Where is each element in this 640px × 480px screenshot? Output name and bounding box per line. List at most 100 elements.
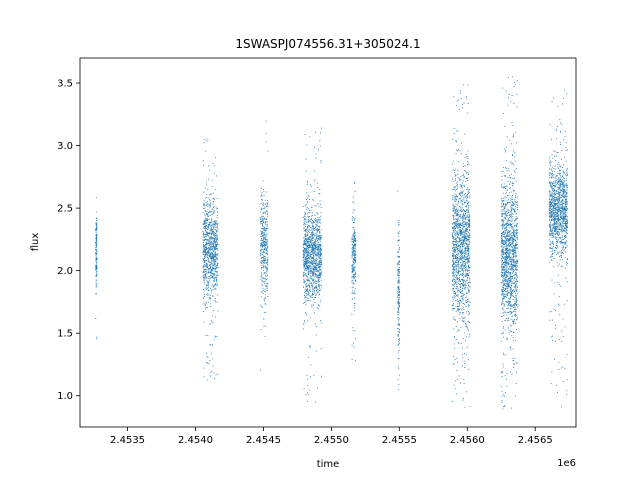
data-point xyxy=(202,257,204,259)
data-point xyxy=(456,243,457,245)
data-point xyxy=(464,256,466,258)
data-point xyxy=(462,252,463,254)
data-point xyxy=(466,196,468,198)
data-point xyxy=(313,219,315,220)
data-point xyxy=(512,360,514,362)
data-point xyxy=(304,218,306,220)
data-point xyxy=(466,237,467,239)
data-point xyxy=(453,244,455,246)
data-point xyxy=(95,271,97,273)
data-point xyxy=(310,364,312,366)
data-point xyxy=(454,208,456,210)
data-point xyxy=(397,280,399,282)
data-point xyxy=(316,270,318,272)
data-point xyxy=(216,241,218,243)
data-point xyxy=(504,405,506,406)
data-point xyxy=(205,306,207,308)
data-point xyxy=(260,276,262,278)
data-point xyxy=(317,292,319,293)
data-point xyxy=(467,240,469,242)
data-point xyxy=(456,226,458,228)
data-point xyxy=(307,252,309,254)
data-point xyxy=(320,236,322,238)
data-point xyxy=(398,320,399,322)
data-point xyxy=(505,167,507,169)
data-point xyxy=(509,241,511,243)
data-point xyxy=(314,272,316,274)
data-point xyxy=(308,211,310,213)
data-point xyxy=(95,254,97,256)
data-point xyxy=(214,235,216,237)
data-point xyxy=(459,215,461,217)
data-point xyxy=(308,217,310,219)
data-point xyxy=(515,230,517,231)
data-point xyxy=(264,260,266,262)
data-point xyxy=(203,259,205,261)
data-point xyxy=(464,406,466,408)
data-point xyxy=(263,236,265,238)
data-point xyxy=(203,302,205,304)
data-point xyxy=(509,299,511,301)
data-point xyxy=(265,230,267,232)
data-point xyxy=(267,263,269,265)
data-point xyxy=(459,216,461,218)
data-point xyxy=(309,212,311,214)
data-point xyxy=(260,262,262,263)
data-point xyxy=(209,264,211,266)
data-point xyxy=(457,219,459,221)
data-point xyxy=(511,182,513,184)
data-point xyxy=(501,298,503,300)
data-point xyxy=(265,275,267,277)
data-point xyxy=(510,301,512,303)
data-point xyxy=(203,276,205,278)
data-point xyxy=(466,171,468,173)
data-point xyxy=(214,259,216,261)
data-point xyxy=(206,231,208,233)
data-point xyxy=(352,280,354,282)
data-point xyxy=(307,245,309,247)
data-point xyxy=(455,215,457,217)
data-point xyxy=(314,274,316,276)
data-point xyxy=(204,219,206,221)
data-point xyxy=(315,246,317,248)
data-point xyxy=(459,300,461,302)
data-point xyxy=(319,305,321,307)
data-point xyxy=(466,234,468,236)
data-point xyxy=(462,275,463,277)
data-point xyxy=(463,197,465,199)
data-point xyxy=(320,203,321,205)
data-point xyxy=(305,301,307,303)
data-point xyxy=(320,272,321,274)
data-point xyxy=(456,251,458,253)
data-point xyxy=(315,273,317,275)
data-point xyxy=(513,102,515,104)
data-point xyxy=(464,332,466,334)
data-point xyxy=(202,250,204,252)
data-point xyxy=(95,237,97,239)
data-point xyxy=(460,259,462,261)
data-point xyxy=(203,232,205,234)
data-point xyxy=(317,222,319,224)
data-point xyxy=(464,288,466,290)
data-point xyxy=(456,357,458,359)
data-point xyxy=(455,282,457,283)
data-point xyxy=(469,279,471,281)
data-point xyxy=(207,214,209,216)
data-point xyxy=(453,245,455,246)
data-point xyxy=(454,248,456,250)
data-point xyxy=(509,238,511,240)
data-point xyxy=(267,203,269,205)
data-point xyxy=(318,257,320,258)
data-point xyxy=(397,286,399,288)
data-point xyxy=(213,264,214,266)
data-point xyxy=(306,285,308,287)
data-point xyxy=(96,259,98,261)
data-point xyxy=(209,211,210,213)
data-point xyxy=(307,384,309,386)
data-point xyxy=(214,268,216,270)
data-point xyxy=(355,248,357,250)
data-point xyxy=(453,268,455,270)
data-point xyxy=(314,239,316,241)
data-point xyxy=(353,276,355,278)
data-point xyxy=(212,263,214,265)
